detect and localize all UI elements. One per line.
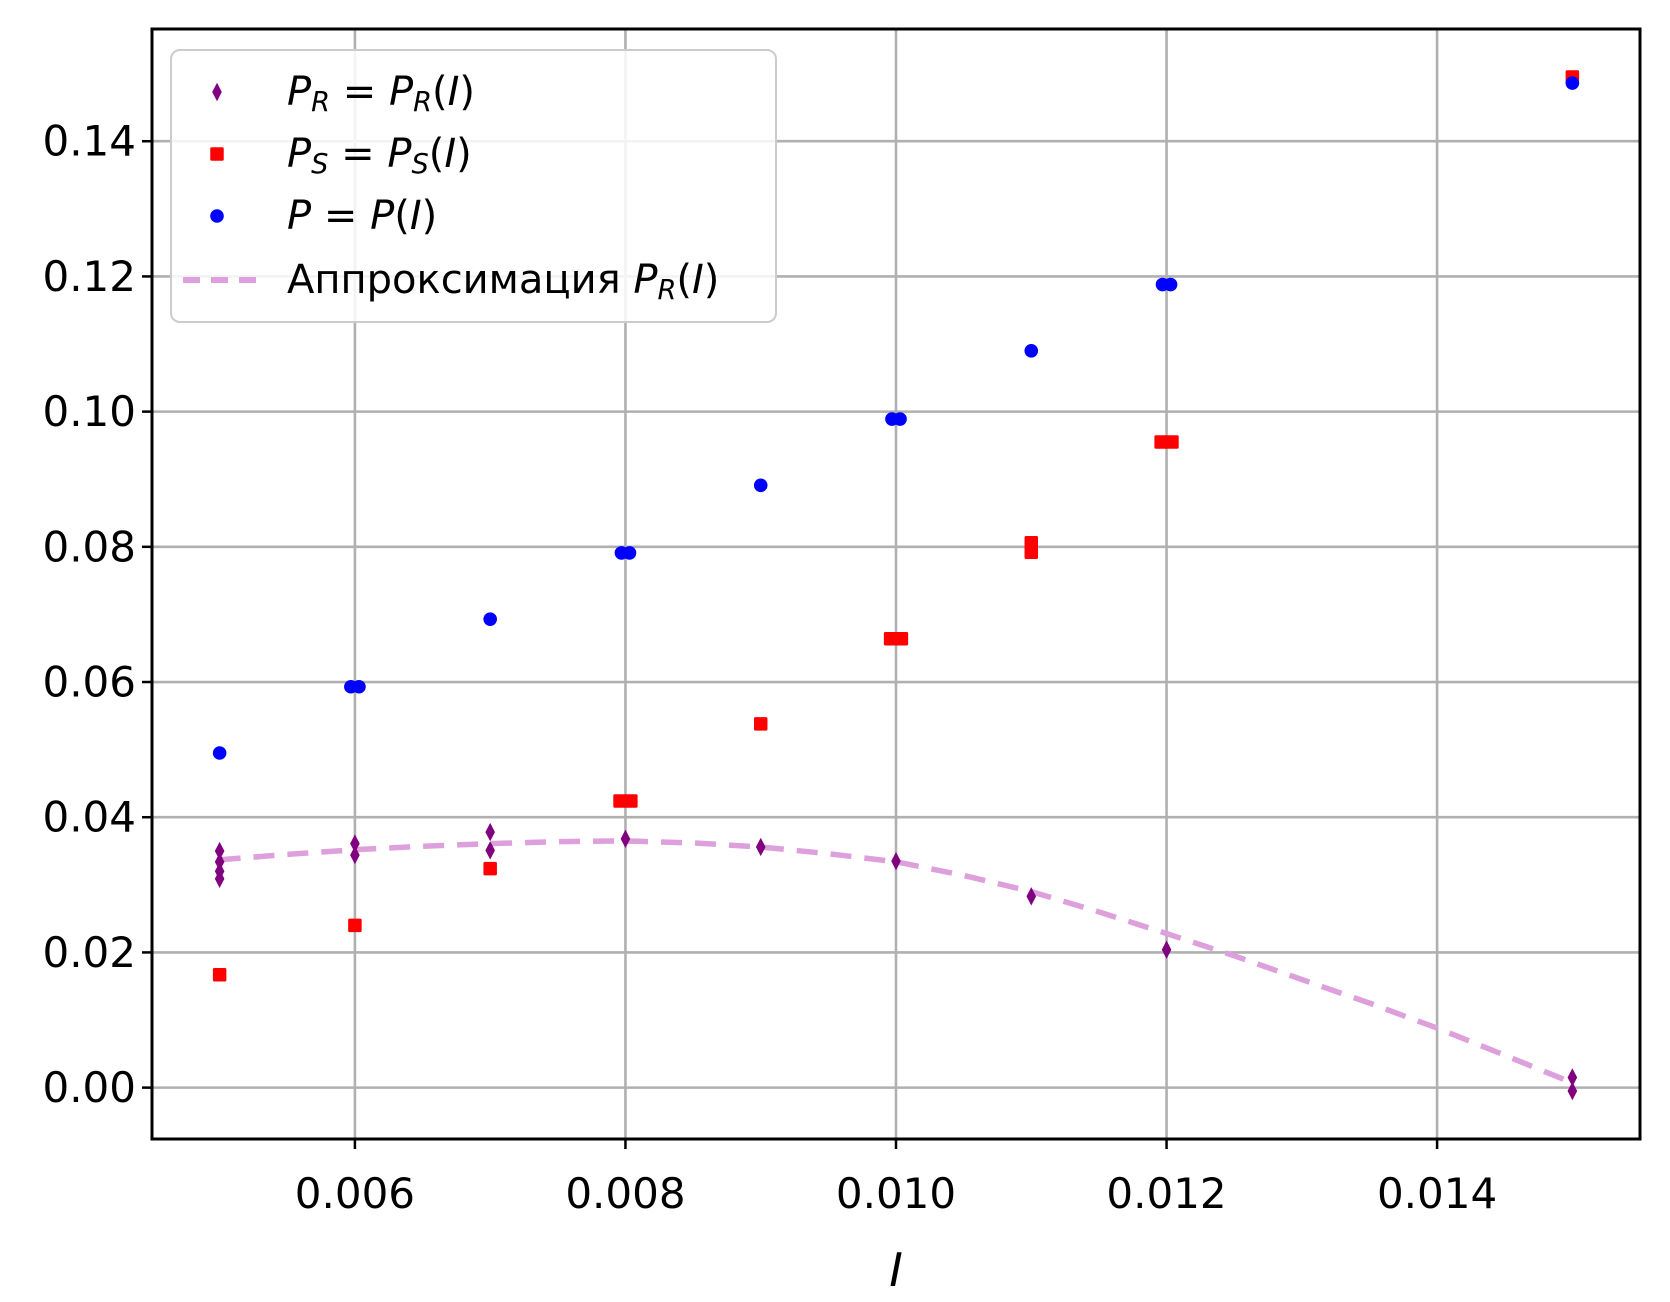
legend-label: Аппроксимация PR(I)	[287, 257, 719, 306]
data-point	[485, 841, 495, 860]
x-tick-label: 0.014	[1377, 1169, 1497, 1218]
data-point	[1165, 435, 1179, 449]
data-point	[348, 918, 362, 933]
x-axis-label: I	[889, 1243, 903, 1297]
y-tick-label: 0.08	[42, 522, 136, 571]
legend-swatch-square	[210, 147, 224, 161]
data-point	[1163, 277, 1178, 292]
legend: PR = PR(I) PS = PS(I) P = P(I) Аппроксимаци…	[170, 49, 777, 323]
data-point	[1154, 435, 1168, 449]
data-point	[1567, 1081, 1578, 1101]
data-point	[350, 834, 360, 853]
data-point	[624, 794, 638, 808]
y-tick-label: 0.06	[42, 658, 136, 707]
data-point	[613, 794, 627, 808]
x-tick-label: 0.006	[295, 1169, 415, 1218]
data-point	[891, 851, 901, 871]
series-thin-diamond	[214, 822, 1578, 1101]
data-point	[753, 717, 768, 731]
data-point	[1024, 343, 1039, 358]
legend-label: PS = PS(I)	[287, 131, 472, 180]
data-point	[485, 822, 495, 842]
data-point	[893, 412, 907, 426]
ticks: 0.006 0.008 0.010 0.012 0.014 0.00 0.02 0.04 0.0…	[42, 117, 1497, 1218]
legend-swatch-thin-diamond	[212, 82, 222, 102]
data-point	[1026, 887, 1037, 906]
data-point	[214, 841, 225, 861]
data-point	[214, 852, 225, 872]
data-point	[1567, 1068, 1578, 1087]
x-tick-label: 0.008	[565, 1169, 685, 1218]
data-point	[212, 746, 227, 760]
x-tick-label: 0.010	[836, 1169, 956, 1218]
legend-label: P = P(I)	[287, 193, 437, 239]
data-point	[620, 829, 631, 849]
data-point	[352, 679, 366, 694]
series-square	[212, 70, 1580, 982]
data-point	[622, 546, 637, 560]
data-point	[894, 632, 909, 646]
data-point	[214, 869, 225, 888]
y-tick-label: 0.04	[42, 793, 136, 842]
y-tick-label: 0.12	[42, 252, 136, 301]
data-point	[483, 861, 497, 876]
plot-area: 0.006 0.008 0.010 0.012 0.014 0.00 0.02 0.04 0.0…	[42, 27, 1642, 1218]
series-circle	[212, 76, 1580, 760]
data-point	[755, 837, 766, 857]
data-point	[1161, 940, 1172, 959]
y-tick-label: 0.02	[42, 928, 136, 977]
data-point	[753, 478, 768, 493]
y-tick-label: 0.14	[42, 117, 136, 166]
data-point	[350, 845, 360, 865]
legend-label: PR = PR(I)	[287, 69, 475, 118]
y-tick-label: 0.00	[42, 1063, 136, 1112]
y-tick-label: 0.10	[42, 387, 136, 436]
data-point	[1024, 545, 1039, 559]
data-point	[483, 612, 497, 626]
legend-box	[170, 49, 777, 323]
data-point	[883, 632, 898, 646]
data-point	[212, 967, 227, 982]
data-point	[1565, 76, 1580, 90]
legend-swatch-circle	[210, 209, 224, 223]
x-tick-label: 0.012	[1106, 1169, 1226, 1218]
